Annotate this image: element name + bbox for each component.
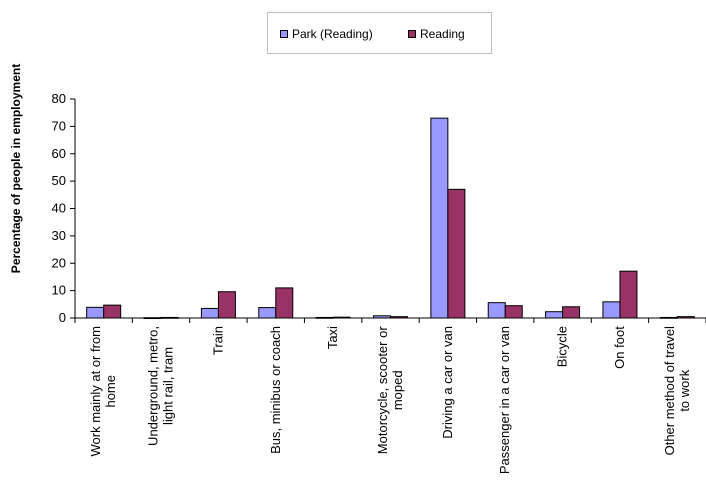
y-tick-label: 50 <box>52 173 66 188</box>
legend-swatch-reading <box>408 30 416 38</box>
y-tick-label: 20 <box>52 255 66 270</box>
x-tick-label: Driving a car or van <box>440 326 455 439</box>
x-tick-label: Motorcycle, scooter ormoped <box>375 326 405 455</box>
bar-reading <box>275 287 294 319</box>
y-tick-label: 80 <box>52 91 66 106</box>
legend-label-reading: Reading <box>420 27 465 41</box>
bar-park-reading <box>487 302 506 319</box>
y-tick-label: 0 <box>59 310 66 325</box>
bar-park-reading <box>258 307 277 319</box>
x-tick-label: Passenger in a car or van <box>497 326 512 474</box>
x-tick-label: Train <box>210 326 225 355</box>
x-tick-label: On foot <box>612 326 627 369</box>
bar-park-reading <box>545 311 564 319</box>
bar-park-reading <box>602 301 621 319</box>
x-tick-label: Work mainly at or fromhome <box>88 326 118 457</box>
bar-park-reading <box>200 307 219 319</box>
y-tick-label: 30 <box>52 228 66 243</box>
x-tick-label: Taxi <box>325 326 340 349</box>
x-tick-label: Bicycle <box>555 326 570 367</box>
legend-item-park-reading: Park (Reading) <box>280 27 373 41</box>
bar-reading <box>504 305 523 319</box>
bar-reading <box>103 304 122 319</box>
bar-reading <box>562 306 581 319</box>
bar-reading <box>447 188 466 319</box>
y-axis-title: Percentage of people in employment <box>9 64 23 273</box>
legend: Park (Reading) Reading <box>267 12 492 54</box>
bar-park-reading <box>430 117 449 319</box>
bar-park-reading <box>86 306 105 319</box>
y-tick-label: 60 <box>52 146 66 161</box>
y-tick-label: 70 <box>52 118 66 133</box>
bar-reading <box>217 291 236 319</box>
y-tick-label: 40 <box>52 201 66 216</box>
bar-reading <box>619 270 638 319</box>
y-tick-label: 10 <box>52 283 66 298</box>
x-tick-label: Bus, minibus or coach <box>268 326 283 454</box>
legend-swatch-park-reading <box>280 30 288 38</box>
x-tick-label: Underground, metro,light rail, tram <box>146 326 176 446</box>
x-tick-label: Other method of travelto work <box>662 326 692 455</box>
legend-item-reading: Reading <box>408 27 465 41</box>
legend-label-park-reading: Park (Reading) <box>292 27 373 41</box>
